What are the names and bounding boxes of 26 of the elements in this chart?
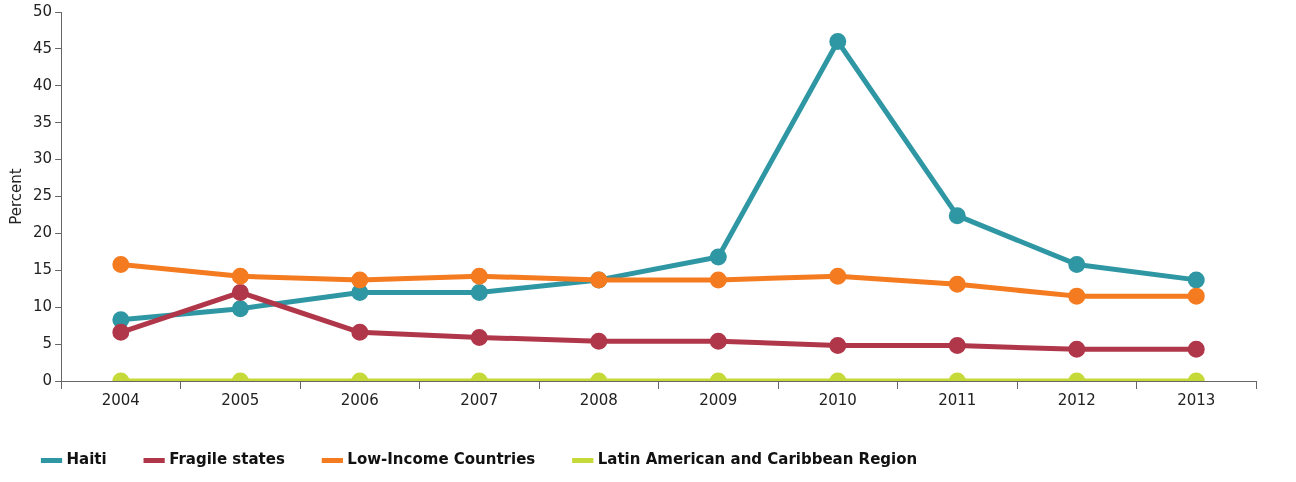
y-axis-title: Percent bbox=[6, 168, 25, 225]
x-tick-label: 2011 bbox=[938, 390, 977, 409]
x-tick-label: 2008 bbox=[579, 390, 618, 409]
y-tick-label: 40 bbox=[32, 75, 53, 94]
y-tick-label: 35 bbox=[32, 112, 53, 131]
legend-label: Low-Income Countries bbox=[347, 450, 536, 469]
y-tick-label: 0 bbox=[42, 370, 53, 389]
y-tick-label: 20 bbox=[32, 223, 53, 242]
y-tick-label: 50 bbox=[32, 1, 53, 20]
legend-label: Haiti bbox=[66, 450, 107, 469]
x-tick-label: 2006 bbox=[340, 390, 379, 409]
x-tick-label: 2005 bbox=[221, 390, 260, 409]
x-tick-label: 2004 bbox=[101, 390, 140, 409]
legend-label: Fragile states bbox=[169, 450, 285, 469]
x-tick-label: 2007 bbox=[460, 390, 499, 409]
x-tick-label: 2010 bbox=[818, 390, 857, 409]
y-tick-label: 25 bbox=[32, 186, 53, 205]
y-tick-label: 5 bbox=[42, 333, 53, 352]
y-tick-label: 45 bbox=[32, 38, 53, 57]
y-tick-label: 10 bbox=[32, 297, 53, 316]
legend-label: Latin American and Caribbean Region bbox=[597, 450, 918, 469]
y-tick-label: 15 bbox=[32, 260, 53, 279]
x-tick-label: 2009 bbox=[699, 390, 738, 409]
x-tick-label: 2013 bbox=[1177, 390, 1216, 409]
y-tick-label: 30 bbox=[32, 149, 53, 168]
x-tick-label: 2012 bbox=[1057, 390, 1096, 409]
